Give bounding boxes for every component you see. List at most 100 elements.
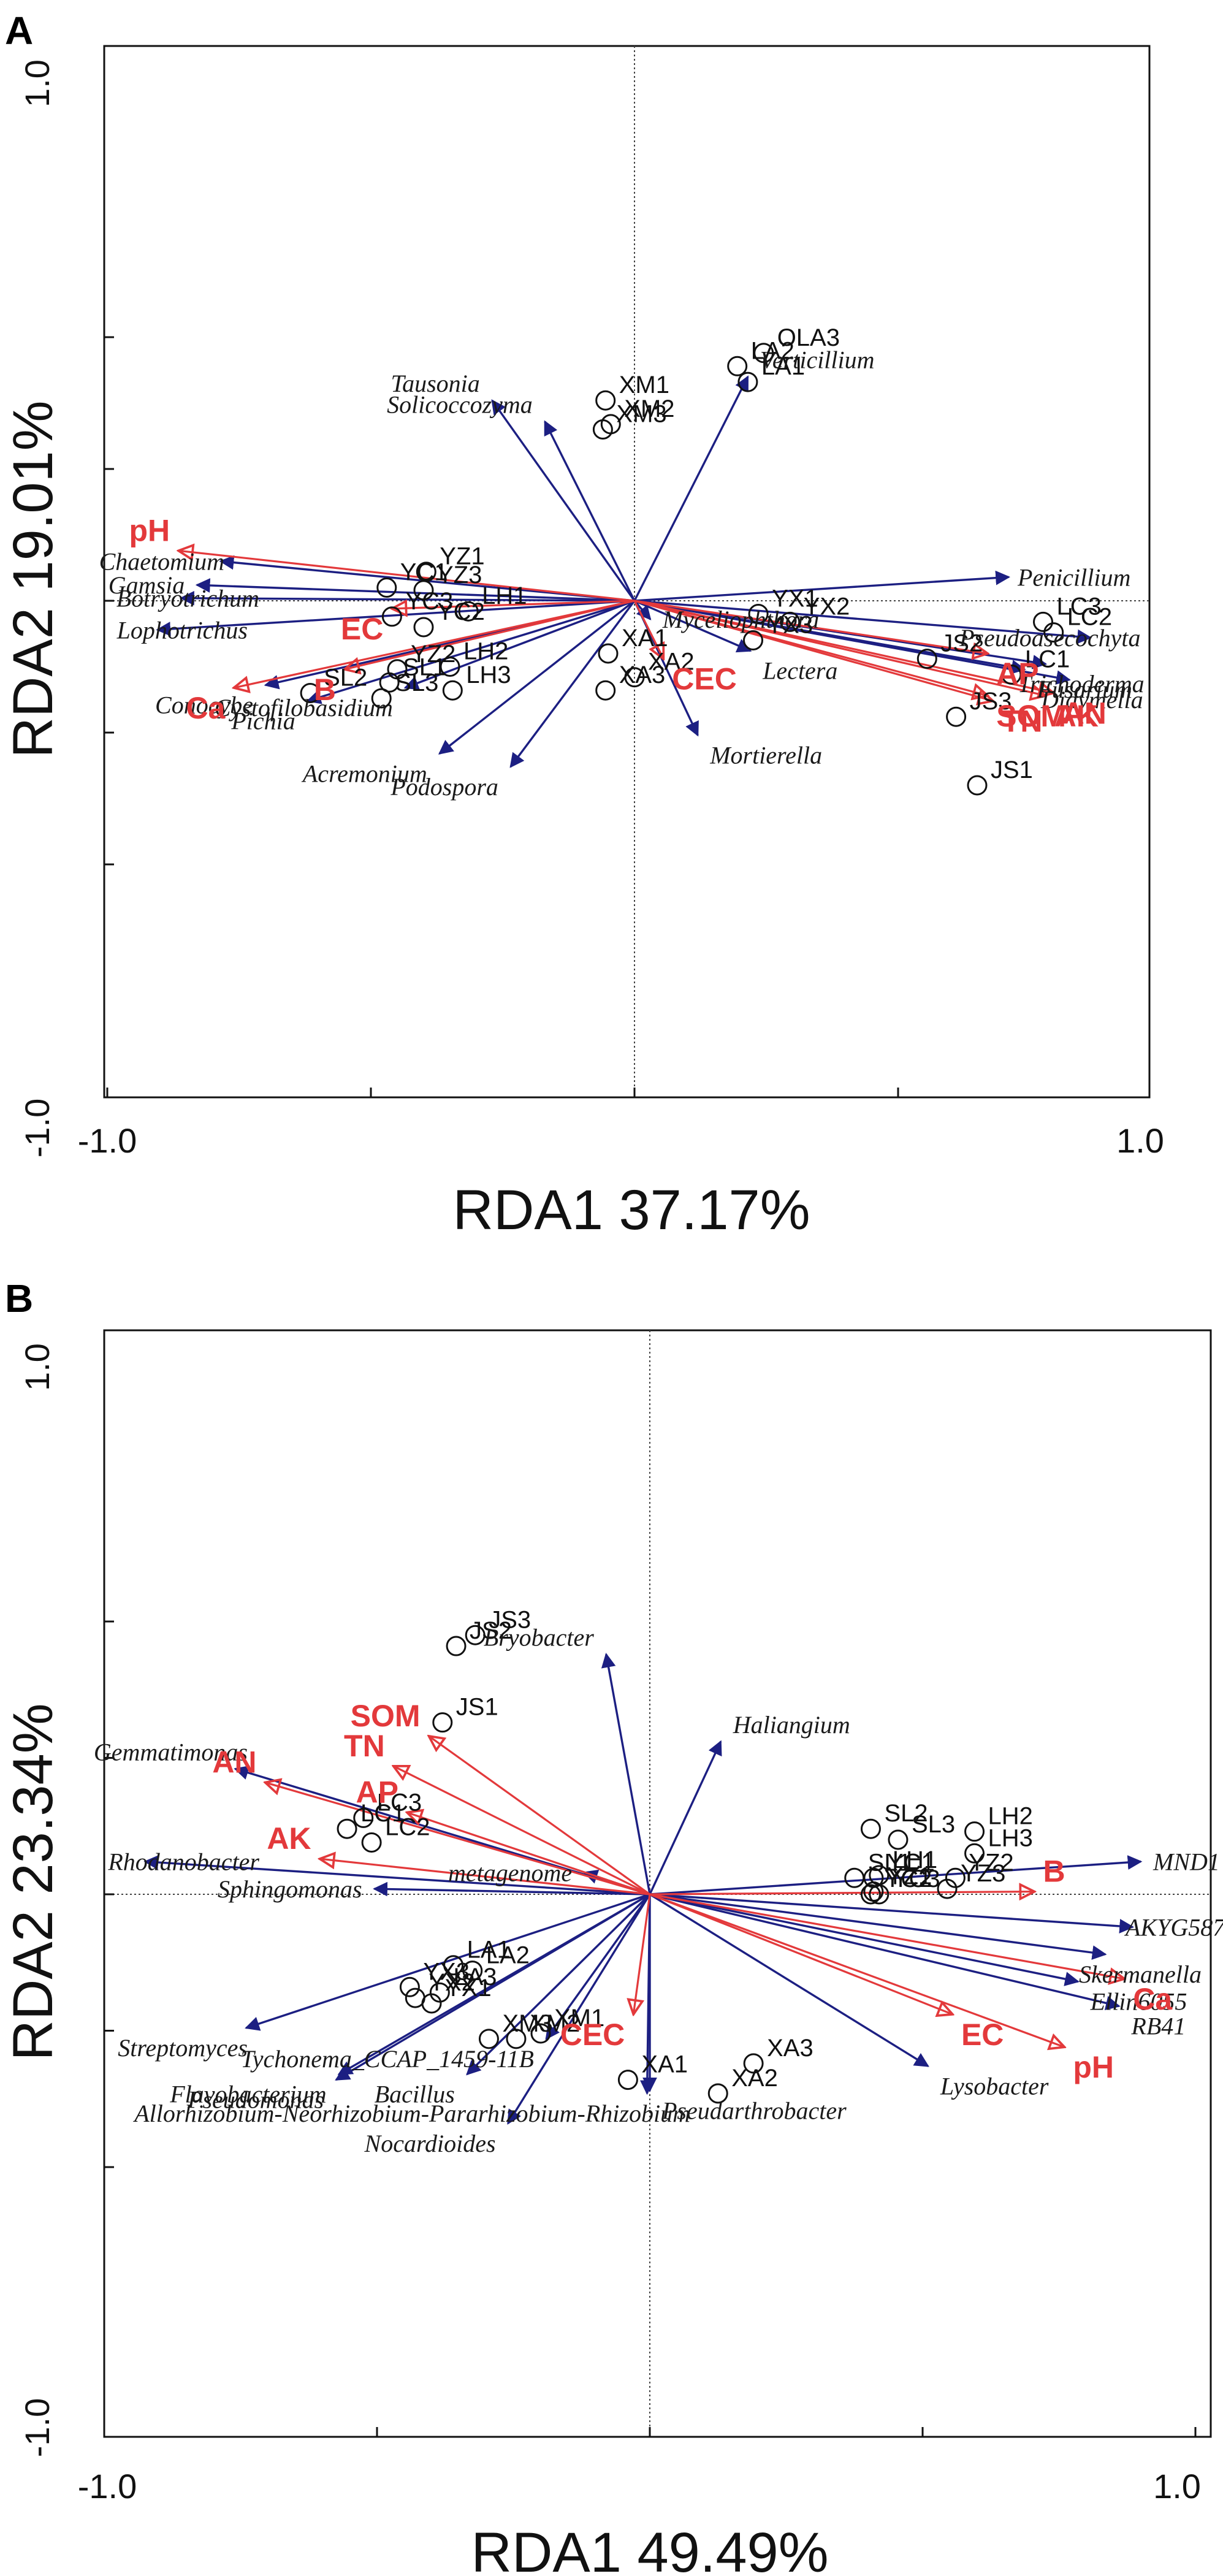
panel-a-taxon-label-pseudoasecochyta: Pseudoasecochyta xyxy=(959,624,1140,652)
panel-b-taxon-label-gemmatimonas: Gemmatimonas xyxy=(94,1738,248,1766)
panel-b-taxon-arrow-nocardioides xyxy=(507,1894,651,2125)
panel-a-ytick-bottom: -1.0 xyxy=(18,1099,56,1158)
panel-b-ytick-bottom: -1.0 xyxy=(18,2398,56,2458)
panel-a-taxon-arrow-verticillium xyxy=(633,375,749,601)
panel-a-frame xyxy=(103,45,1151,1099)
panel-a-taxon-arrow-solicoccozyma xyxy=(544,420,636,601)
panel-b-site-label-lh2: LH2 xyxy=(988,1803,1033,1830)
panel-b-site-point-yc3 xyxy=(869,1884,890,1905)
panel-b-site-label-lh1: LH1 xyxy=(893,1846,937,1873)
panel-a-taxon-label-conocybe: Conocybe xyxy=(155,692,253,719)
panel-a-x-axis-title: RDA1 37.17% xyxy=(453,1179,810,1241)
panel-a-site-label-la2: LA2 xyxy=(751,337,794,364)
panel-b-env-arrow-ec xyxy=(649,1893,953,2014)
panel-a-taxon-arrow-fusarium xyxy=(634,600,1026,674)
panel-a-env-arrow-ap xyxy=(634,600,988,654)
panel-a-taxon-label-trichoderma: Trichoderma xyxy=(1018,670,1145,698)
panel-a-site-label-lc1: LC1 xyxy=(1025,646,1070,673)
panel-a-taxon-label-mortierella: Mortierella xyxy=(709,741,822,769)
panel-b-letter: B xyxy=(5,1276,33,1320)
panel-a-taxon-arrow-podospora xyxy=(509,600,636,768)
panel-a-site-label-yz2: YZ2 xyxy=(411,641,455,668)
panel-b-env-arrow-tn xyxy=(394,1766,650,1896)
panel-a-site-label-yx1: YX1 xyxy=(772,585,818,612)
panel-b-env-label-som: SOM xyxy=(351,1699,421,1733)
panel-b-site-point-lh2 xyxy=(964,1821,985,1842)
panel-a-site-point-la2 xyxy=(727,356,748,376)
panel-b-taxon-label-pseudomonas: Pseudomonas xyxy=(187,2086,324,2114)
panel-a-site-point-xm3 xyxy=(592,419,613,440)
panel-a-taxon-arrow-botryotrichum xyxy=(180,590,635,606)
panel-b-taxon-arrow-allorhizobium-neorhizobium-pararhizobium-rhizobium xyxy=(639,1894,655,2095)
panel-b-env-arrow-som xyxy=(429,1736,650,1896)
panel-a-site-point-lh1 xyxy=(458,601,479,622)
panel-a-taxon-arrow-penicillium xyxy=(634,570,1010,602)
panel-a-site-point-js1 xyxy=(967,775,988,796)
panel-b-env-arrow-ak xyxy=(320,1859,650,1896)
panel-b-frame xyxy=(103,1329,1212,2438)
panel-b-site-point-yc2 xyxy=(860,1884,881,1905)
panel-a-env-label-ca: Ca xyxy=(186,691,226,725)
panel-b-env-label-cec: CEC xyxy=(560,2018,625,2052)
panel-a-taxon-label-chaetomium: Chaetomium xyxy=(99,548,224,576)
panel-a-site-label-lh1: LH1 xyxy=(482,582,527,609)
panel-a-site-point-yx2 xyxy=(780,611,801,632)
panel-a-taxon-label-fusarium: Fusarium xyxy=(1036,676,1132,703)
panel-b-taxon-label-bryobacter: Bryobacter xyxy=(484,1623,594,1651)
panel-a-site-label-xm3: XM3 xyxy=(616,401,666,428)
panel-a-site-label-lc3: LC3 xyxy=(1057,593,1102,620)
panel-b-site-label-lc1: LC1 xyxy=(360,1800,405,1827)
panel-b-site-point-lh3 xyxy=(964,1843,985,1864)
panel-b-site-point-sl3 xyxy=(888,1829,909,1850)
panel-b-taxon-arrow-haliangium xyxy=(649,1740,722,1895)
panel-b-taxon-arrow-bryobacter xyxy=(601,1653,651,1895)
panel-b-taxon-label-allorhizobium-neorhizobium-pararhizobium-rhizobium: Allorhizobium-Neorhizobium-Pararhizobium… xyxy=(132,2100,690,2127)
panel-b-site-label-sl3: SL3 xyxy=(912,1811,955,1838)
panel-b-site-label-lc3: LC3 xyxy=(377,1789,422,1816)
panel-a-plot: OLA3LA2LA1XM1XM2XM3YZ1YC1YZ3LH1YC3YC2YZ2… xyxy=(99,46,1149,1097)
panel-b-site-label-lc2: LC2 xyxy=(385,1813,430,1840)
panel-a-env-label-ec: EC xyxy=(341,612,383,646)
panel-a-site-point-xa1 xyxy=(598,643,619,664)
panel-a-letter: A xyxy=(5,9,33,53)
panel-a-site-label-js1: JS1 xyxy=(991,756,1033,783)
panel-b-taxon-arrow-tychonema-ccap-1459-11b xyxy=(545,1894,651,2040)
panel-b-site-label-sl1: SL1 xyxy=(868,1849,912,1876)
panel-b-env-arrow-cec xyxy=(633,1894,651,2014)
panel-b-taxon-arrow-bacillus xyxy=(466,1893,651,2076)
panel-a-site-point-sl3 xyxy=(371,688,392,709)
panel-a-site-point-la1 xyxy=(737,372,758,392)
panel-a-env-label-cec: CEC xyxy=(672,662,737,696)
panel-b-env-arrow-b xyxy=(649,1892,1034,1894)
panel-b-site-label-la3: LA3 xyxy=(453,1964,497,1991)
panel-b-site-label-yc1: YC1 xyxy=(887,1849,935,1876)
panel-a-site-label-yc2: YC2 xyxy=(437,598,485,625)
panel-a-taxon-arrow-acremonium xyxy=(438,600,636,755)
panel-b-env-arrow-ph xyxy=(649,1893,1064,2047)
panel-b-taxon-label-mnd1: MND1 xyxy=(1153,1848,1220,1876)
panel-b-env-label-b: B xyxy=(1043,1854,1065,1889)
panel-b-site-point-js1 xyxy=(432,1712,453,1733)
panel-b-site-label-xa3: XA3 xyxy=(767,2035,813,2062)
panel-b-site-point-xa3 xyxy=(743,2053,764,2074)
panel-b-site-point-xm2 xyxy=(506,2029,527,2049)
panel-b-site-label-yz1: YZ1 xyxy=(887,1863,932,1890)
panel-b-taxon-arrow-pseudomonas xyxy=(335,1893,650,2081)
panel-b-taxon-label-metagenome: metagenome xyxy=(448,1859,572,1886)
panel-a-site-point-yx3 xyxy=(743,630,763,650)
panel-b-taxon-label-ellin6055: Ellin6055 xyxy=(1090,1987,1187,2015)
panel-b-taxon-arrow-streptomyces xyxy=(245,1893,650,2031)
panel-b-env-label-ap: AP xyxy=(356,1775,398,1810)
panel-b-site-point-sl2 xyxy=(860,1818,881,1839)
panel-b-site-point-xa1 xyxy=(617,2070,638,2090)
panel-b-env-label-ec: EC xyxy=(961,2018,1004,2052)
panel-b-env-arrow-ca xyxy=(649,1893,1124,1979)
panel-b-site-point-js3 xyxy=(465,1625,486,1645)
panel-b-env-arrow-ap xyxy=(407,1813,650,1896)
panel-b-site-point-xm3 xyxy=(478,2029,499,2049)
panel-a-site-label-xm2: XM2 xyxy=(624,395,674,422)
panel-a-y-axis-title: RDA2 19.01% xyxy=(2,401,64,758)
panel-a-taxon-label-didymella: Didymella xyxy=(1040,686,1143,714)
panel-a-site-label-xa1: XA1 xyxy=(622,625,668,652)
